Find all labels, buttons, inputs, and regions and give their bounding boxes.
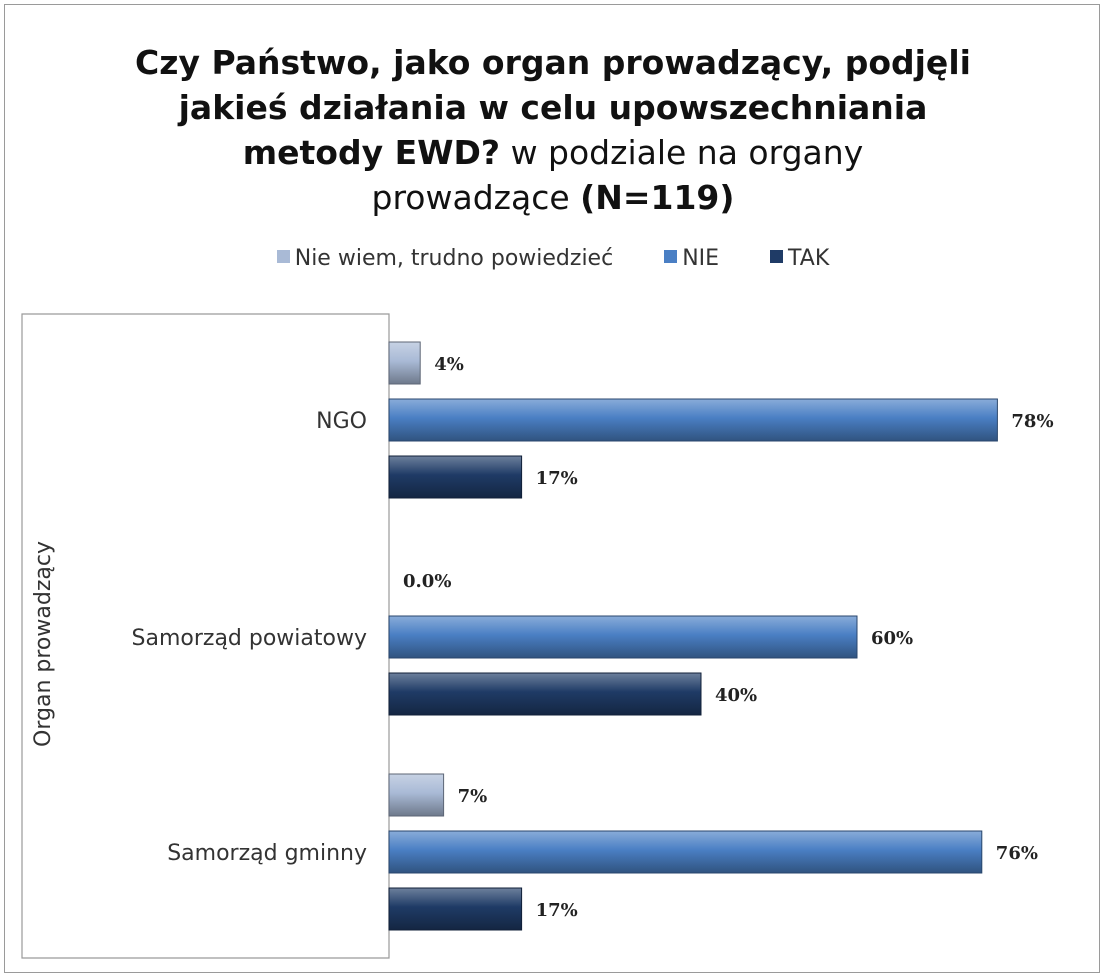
bar-ngo-nie [388, 398, 998, 442]
bar-samorzad-gminny-nie-wiem-trudno-powiedziec [388, 773, 445, 817]
bar-samorzad-gminny-nie [388, 830, 983, 874]
value-label-ngo-nie-wiem-trudno-powiedziec: 4% [434, 354, 464, 375]
value-label-samorzad-powiatowy-nie-wiem-trudno-powiedziec: 0.0% [403, 571, 451, 592]
title-line-4-normal: prowadzące [371, 178, 581, 217]
value-label-samorzad-gminny-nie-wiem-trudno-powiedziec: 7% [458, 786, 488, 807]
chart-title: Czy Państwo, jako organ prowadzący, podj… [60, 40, 1046, 220]
category-label-samorzad-gminny: Samorząd gminny [167, 841, 367, 866]
legend: Nie wiem, trudno powiedzieć NIE TAK [0, 245, 1106, 271]
title-line-3-bold: metody EWD? [242, 133, 501, 172]
value-label-samorzad-gminny-tak: 17% [536, 900, 578, 921]
title-line-2: jakieś działania w celu upowszechniania [178, 88, 928, 127]
bar-ngo-tak [388, 455, 523, 499]
value-label-samorzad-gminny-nie: 76% [996, 843, 1038, 864]
y-axis-title: Organ prowadzący [31, 541, 56, 747]
value-label-samorzad-powiatowy-tak: 40% [715, 685, 757, 706]
legend-label-nie-wiem: Nie wiem, trudno powiedzieć [294, 245, 614, 271]
chart-frame [4, 4, 1100, 973]
title-line-3-normal: w podziale na organy [500, 133, 864, 172]
title-line-1: Czy Państwo, jako organ prowadzący, podj… [135, 43, 971, 82]
bars-layer: 4% 78% 17% 0.0% 60% 40% 7% 76% 17% [388, 341, 1054, 931]
legend-item-nie-wiem: Nie wiem, trudno powiedzieć [276, 245, 614, 271]
category-label-samorzad-powiatowy: Samorząd powiatowy [132, 626, 367, 651]
legend-item-nie: NIE [664, 246, 719, 271]
category-axis-frame [21, 313, 390, 959]
value-label-samorzad-powiatowy-nie: 60% [871, 628, 913, 649]
bar-ngo-nie-wiem-trudno-powiedziec [388, 341, 421, 385]
legend-swatch-tak [770, 250, 784, 263]
title-sample-size: (N=119) [580, 178, 735, 217]
legend-label-nie: NIE [682, 245, 720, 271]
category-label-ngo: NGO [316, 409, 367, 434]
legend-label-tak: TAK [788, 245, 830, 271]
legend-swatch-nie [664, 250, 678, 263]
value-label-ngo-nie: 78% [1011, 411, 1053, 432]
legend-item-tak: TAK [770, 246, 829, 271]
bar-samorzad-powiatowy-nie [388, 615, 858, 659]
value-label-ngo-tak: 17% [536, 468, 578, 489]
bar-samorzad-gminny-tak [388, 887, 523, 931]
legend-swatch-nie-wiem [276, 250, 290, 263]
bar-samorzad-powiatowy-tak [388, 672, 702, 716]
